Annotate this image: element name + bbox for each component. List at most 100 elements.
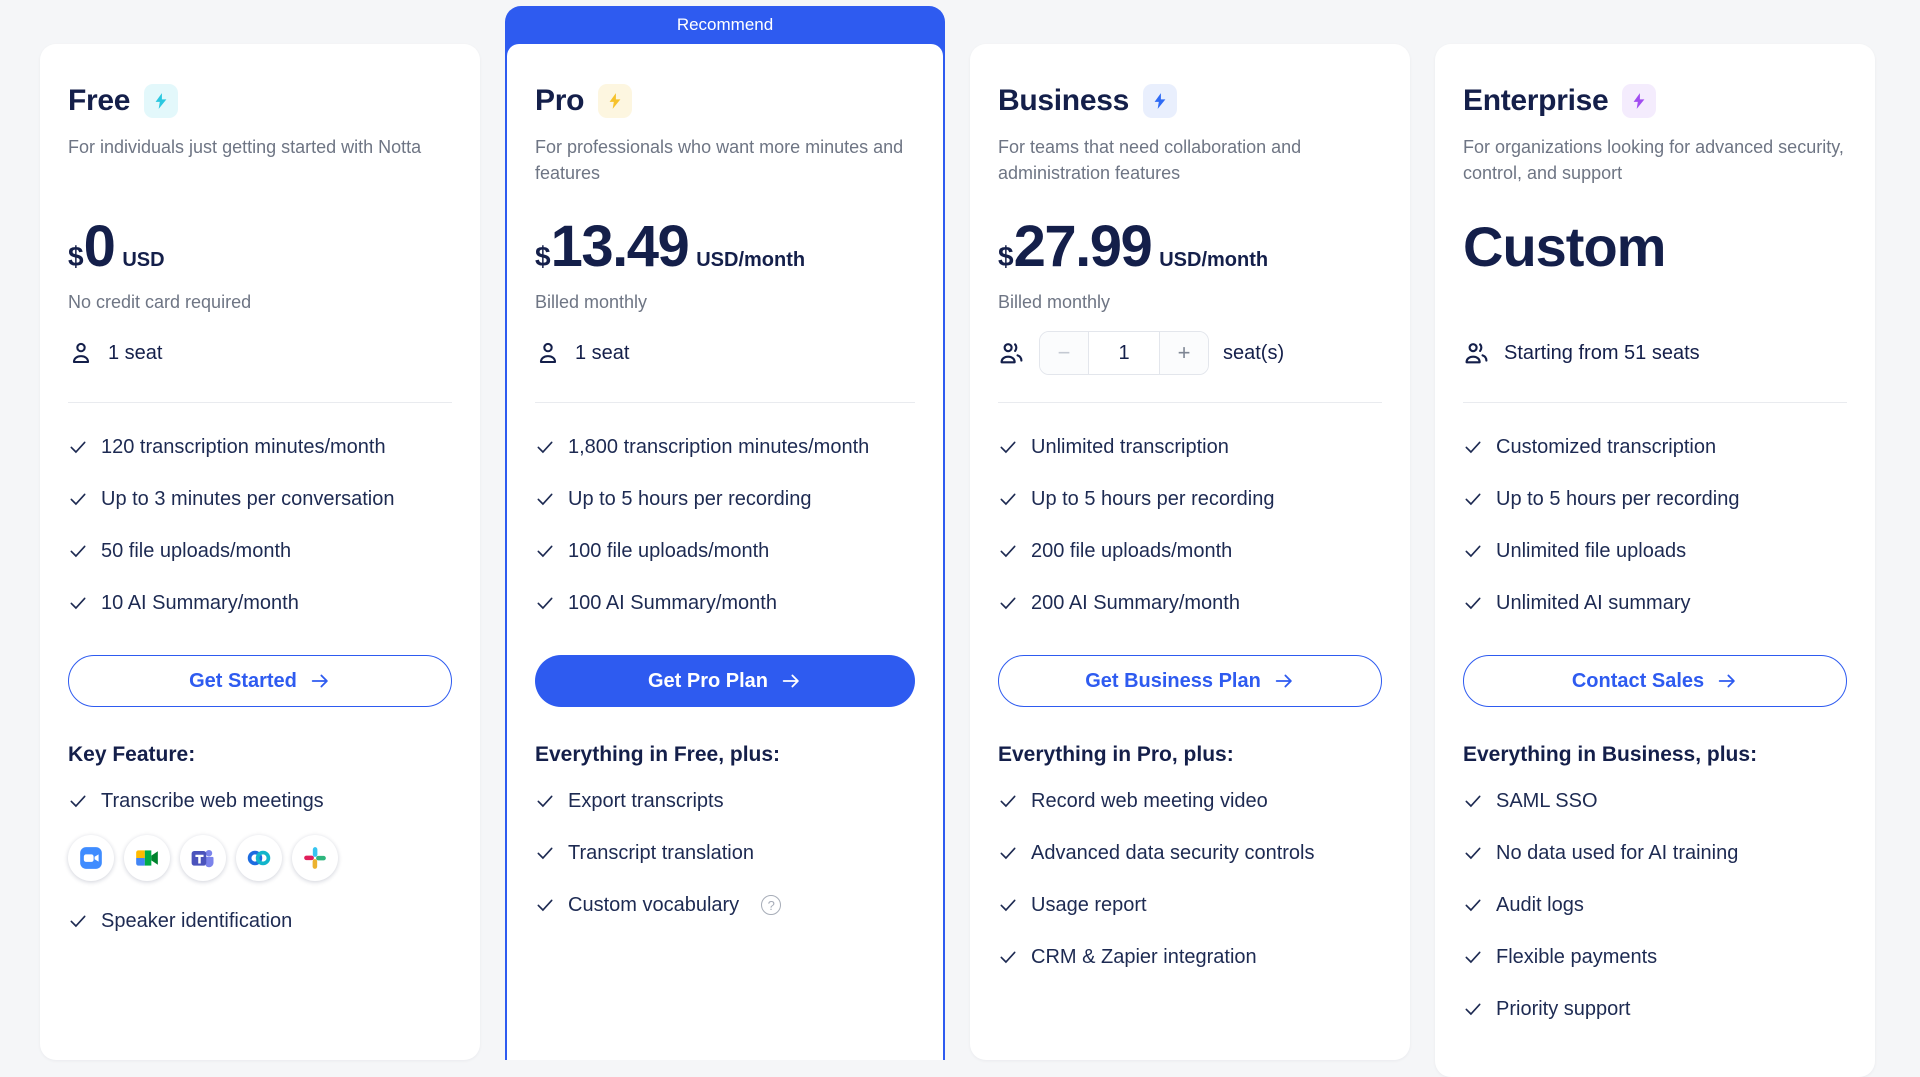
check-icon [535, 593, 555, 620]
divider [1463, 402, 1847, 403]
feature-item: SAML SSO [1463, 777, 1847, 829]
section-heading: Everything in Business, plus: [1463, 743, 1758, 766]
check-icon [998, 895, 1018, 922]
plus-feature-list: SAML SSO No data used for AI training Au… [1463, 777, 1847, 1037]
plan-description: For individuals just getting started wit… [68, 137, 422, 157]
recommend-banner: Recommend [676, 15, 774, 34]
person-icon [535, 340, 561, 366]
get-pro-plan-button[interactable]: Get Pro Plan [535, 655, 915, 707]
plus-feature-list: Export transcripts Transcript translatio… [535, 777, 915, 933]
feature-item: Custom vocabulary? [535, 881, 915, 933]
plan-card-free: Free For individuals just getting starte… [40, 44, 480, 1060]
price: $ 27.99 USD/month [998, 218, 1382, 280]
check-icon [998, 843, 1018, 870]
help-icon[interactable]: ? [761, 895, 782, 915]
check-icon [1463, 541, 1483, 568]
check-icon [1463, 947, 1483, 974]
check-icon [998, 437, 1018, 464]
price-amount: Custom [1463, 215, 1666, 278]
people-icon [1463, 340, 1490, 367]
check-icon [998, 947, 1018, 974]
feature-item: Audit logs [1463, 881, 1847, 933]
check-icon [1463, 437, 1483, 464]
price-unit: USD [122, 249, 165, 271]
feature-item: Unlimited transcription [998, 423, 1382, 475]
feature-list: Customized transcription Up to 5 hours p… [1463, 423, 1847, 631]
contact-sales-button[interactable]: Contact Sales [1463, 655, 1847, 707]
zoom-icon [68, 835, 114, 881]
feature-item: Speaker identification [68, 897, 452, 949]
feature-item: 100 file uploads/month [535, 527, 915, 579]
feature-list: Unlimited transcription Up to 5 hours pe… [998, 423, 1382, 631]
price-currency: $ [68, 241, 84, 272]
price-note-spacer [1463, 292, 1847, 314]
stepper-decrease-button[interactable]: − [1040, 332, 1088, 374]
seat-row: − 1 + seat(s) [998, 330, 1382, 376]
seat-row: Starting from 51 seats [1463, 330, 1847, 376]
lightning-icon [1622, 84, 1657, 118]
feature-item: Unlimited file uploads [1463, 527, 1847, 579]
feature-list: 120 transcription minutes/month Up to 3 … [68, 423, 452, 631]
check-icon [68, 593, 88, 620]
feature-item: 120 transcription minutes/month [68, 423, 452, 475]
check-icon [535, 791, 555, 818]
arrow-right-icon [1275, 674, 1292, 688]
section-heading: Key Feature: [68, 743, 196, 766]
feature-item: 50 file uploads/month [68, 527, 452, 579]
webex-icon [236, 835, 282, 881]
check-icon [535, 895, 555, 922]
plan-card-enterprise: Enterprise For organizations looking for… [1435, 44, 1875, 1077]
check-icon [1463, 791, 1483, 818]
lightning-icon [598, 84, 633, 118]
feature-item: Up to 3 minutes per conversation [68, 475, 452, 527]
feature-item: 200 file uploads/month [998, 527, 1382, 579]
check-icon [1463, 489, 1483, 516]
price-amount: 0 [83, 214, 116, 279]
lightning-icon [1143, 84, 1177, 118]
get-business-plan-button[interactable]: Get Business Plan [998, 655, 1382, 707]
plan-description: For teams that need collaboration and ad… [998, 137, 1302, 183]
feature-item: CRM & Zapier integration [998, 933, 1382, 985]
check-icon [68, 911, 88, 938]
check-icon [68, 541, 88, 568]
price-currency: $ [535, 241, 551, 272]
stepper-increase-button[interactable]: + [1160, 332, 1208, 374]
feature-item: Transcript translation [535, 829, 915, 881]
price-amount: 27.99 [1013, 214, 1153, 279]
get-started-button[interactable]: Get Started [68, 655, 452, 707]
plan-header: Free [68, 84, 452, 118]
feature-list: 1,800 transcription minutes/month Up to … [535, 423, 915, 631]
feature-item: 1,800 transcription minutes/month [535, 423, 915, 475]
plan-card-pro: Recommend Pro For professionals who want… [505, 6, 945, 1060]
seat-row: 1 seat [535, 330, 915, 376]
check-icon [1463, 999, 1483, 1026]
check-icon [998, 593, 1018, 620]
seat-suffix: seat(s) [1223, 341, 1285, 364]
person-icon [68, 340, 94, 366]
price-amount: 13.49 [550, 214, 690, 279]
check-icon [1463, 593, 1483, 620]
seat-label: 1 seat [575, 341, 630, 364]
arrow-right-icon [1718, 674, 1735, 688]
check-icon [998, 541, 1018, 568]
section-heading: Everything in Pro, plus: [998, 743, 1234, 766]
arrow-right-icon [311, 674, 328, 688]
plan-title: Business [998, 84, 1129, 117]
plan-description: For organizations looking for advanced s… [1463, 137, 1844, 183]
microsoft-teams-icon [180, 835, 226, 881]
check-icon [535, 437, 555, 464]
plan-card-business: Business For teams that need collaborati… [970, 44, 1410, 1060]
check-icon [1463, 843, 1483, 870]
stepper-value[interactable]: 1 [1088, 332, 1160, 374]
feature-item: Usage report [998, 881, 1382, 933]
price-note: Billed monthly [535, 292, 648, 312]
feature-item: Advanced data security controls [998, 829, 1382, 881]
feature-item: Record web meeting video [998, 777, 1382, 829]
key-feature-list: Transcribe web meetings [68, 777, 452, 829]
feature-item: Export transcripts [535, 777, 915, 829]
feature-item: Priority support [1463, 985, 1847, 1037]
feature-item: Up to 5 hours per recording [1463, 475, 1847, 527]
feature-item: Flexible payments [1463, 933, 1847, 985]
price: Custom [1463, 218, 1847, 280]
